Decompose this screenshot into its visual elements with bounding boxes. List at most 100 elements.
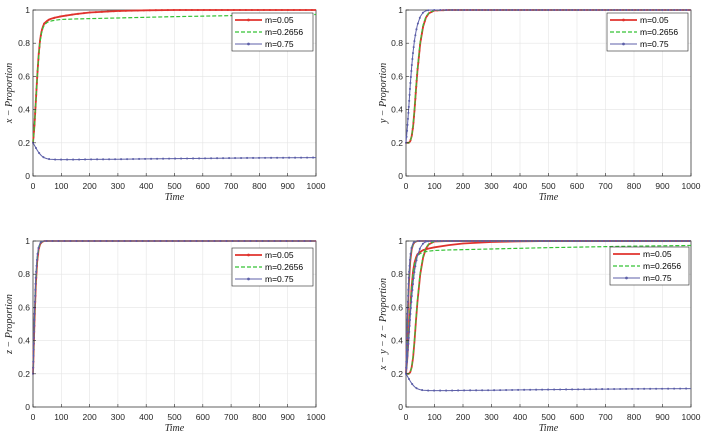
series-markers-m-0-75 <box>31 239 318 375</box>
x-tick-label: 400 <box>139 412 153 422</box>
x-tick-label: 500 <box>167 181 181 191</box>
legend-label: m=0.05 <box>640 15 669 25</box>
y-tick-label: 0.4 <box>391 336 403 346</box>
legend-label: m=0.2656 <box>265 262 303 272</box>
legend-label: m=0.75 <box>640 39 669 49</box>
legend-marker <box>247 42 250 46</box>
x-tick-label: 700 <box>224 412 238 422</box>
subplot-y-proportion: 0 100 200 300 400 500 600 700 800 900 1000 0 0.2 0.4 0… <box>378 5 701 203</box>
legend-item: m=0.05 <box>235 15 294 25</box>
series-markers-m-0-75 <box>404 239 693 375</box>
y-axis-label: x − Proportion <box>4 63 15 124</box>
x-tick-label: 500 <box>167 412 181 422</box>
x-tick-label: 200 <box>83 181 97 191</box>
subplot-x-proportion: 0 100 200 300 400 500 600 700 800 900 1000 0 0.2 0.4 0… <box>4 5 326 203</box>
legend-item: m=0.2656 <box>235 27 303 37</box>
x-tick-label: 600 <box>570 412 584 422</box>
x-axis-label: Time <box>165 423 185 434</box>
x-tick-label: 300 <box>111 412 125 422</box>
legend-item: m=0.2656 <box>613 261 681 271</box>
y-tick-label: 1 <box>398 5 403 15</box>
x-tick-label: 200 <box>456 181 470 191</box>
y-tick-label: 0.2 <box>18 369 30 379</box>
x-tick-label: 400 <box>139 181 153 191</box>
y-tick-label: 0.8 <box>391 269 403 279</box>
y-axis-label: x − y − z − Proportion <box>378 278 389 371</box>
y-tick-label: 0.6 <box>18 71 30 81</box>
x-tick-label: 0 <box>404 181 409 191</box>
legend-marker <box>625 276 628 280</box>
x-tick-label: 600 <box>570 181 584 191</box>
x-tick-label: 100 <box>54 181 68 191</box>
x-tick-label: 500 <box>541 181 555 191</box>
legend-marker <box>247 277 250 281</box>
x-tick-label: 0 <box>404 412 409 422</box>
x-tick-label: 800 <box>252 412 266 422</box>
series-markers-m-0-75 <box>404 8 693 144</box>
legend-marker <box>247 253 250 257</box>
x-tick-label: 0 <box>31 181 36 191</box>
legend-item: m=0.75 <box>235 274 294 284</box>
series-line-m-0-2656 <box>32 13 317 143</box>
legend-label: m=0.2656 <box>640 27 678 37</box>
x-tick-label: 700 <box>598 181 612 191</box>
legend-label: m=0.05 <box>643 249 672 259</box>
y-axis-label: z − Proportion <box>4 294 15 355</box>
legend-marker <box>247 18 250 22</box>
x-axis-label: Time <box>539 423 559 434</box>
y-tick-label: 0.6 <box>18 302 30 312</box>
legend-marker <box>622 18 625 22</box>
x-tick-label: 300 <box>111 181 125 191</box>
x-tick-label: 800 <box>627 181 641 191</box>
x-tick-label: 0 <box>31 412 36 422</box>
x-tick-label: 200 <box>456 412 470 422</box>
x-tick-label: 1000 <box>307 181 326 191</box>
x-tick-label: 100 <box>427 181 441 191</box>
legend-label: m=0.75 <box>643 273 672 283</box>
legend-label: m=0.75 <box>265 274 294 284</box>
legend-label: m=0.05 <box>265 15 294 25</box>
y-tick-label: 0 <box>398 171 403 181</box>
y-tick-label: 0 <box>25 402 30 412</box>
y-tick-label: 0.6 <box>391 302 403 312</box>
y-tick-label: 0.8 <box>391 38 403 48</box>
legend-item: m=0.2656 <box>235 262 303 272</box>
x-axis-label: Time <box>165 192 185 203</box>
x-tick-label: 900 <box>281 412 295 422</box>
x-tick-label: 600 <box>196 181 210 191</box>
y-tick-label: 0.2 <box>391 369 403 379</box>
x-tick-label: 300 <box>484 181 498 191</box>
legend: m=0.05 m=0.2656 m=0.75 <box>231 247 314 287</box>
x-tick-label: 1000 <box>682 181 701 191</box>
x-tick-label: 1000 <box>307 412 326 422</box>
y-tick-label: 0 <box>25 171 30 181</box>
y-tick-label: 0.4 <box>18 336 30 346</box>
legend-item: m=0.75 <box>610 39 669 49</box>
subplot-z-proportion: 0 100 200 300 400 500 600 700 800 900 1000 0 0.2 0.4 0… <box>4 236 326 434</box>
legend-label: m=0.05 <box>265 250 294 260</box>
legend-marker <box>622 42 625 46</box>
x-tick-label: 800 <box>252 181 266 191</box>
legend: m=0.05 m=0.2656 m=0.75 <box>606 12 689 52</box>
y-tick-label: 0.2 <box>391 138 403 148</box>
y-tick-label: 0.8 <box>18 269 30 279</box>
y-tick-label: 0.4 <box>18 105 30 115</box>
y-tick-label: 0.2 <box>18 138 30 148</box>
x-tick-label: 900 <box>655 181 669 191</box>
series-line-m-0-2656 <box>405 244 692 374</box>
y-tick-label: 0.8 <box>18 38 30 48</box>
x-tick-label: 400 <box>513 412 527 422</box>
x-tick-label: 300 <box>484 412 498 422</box>
x-tick-label: 500 <box>541 412 555 422</box>
x-tick-label: 100 <box>54 412 68 422</box>
legend-label: m=0.75 <box>265 39 294 49</box>
legend-item: m=0.75 <box>613 273 672 283</box>
y-tick-label: 0.6 <box>391 71 403 81</box>
legend: m=0.05 m=0.2656 m=0.75 <box>609 246 690 286</box>
legend-label: m=0.2656 <box>643 261 681 271</box>
x-tick-label: 700 <box>598 412 612 422</box>
x-tick-label: 900 <box>655 412 669 422</box>
legend-label: m=0.2656 <box>265 27 303 37</box>
